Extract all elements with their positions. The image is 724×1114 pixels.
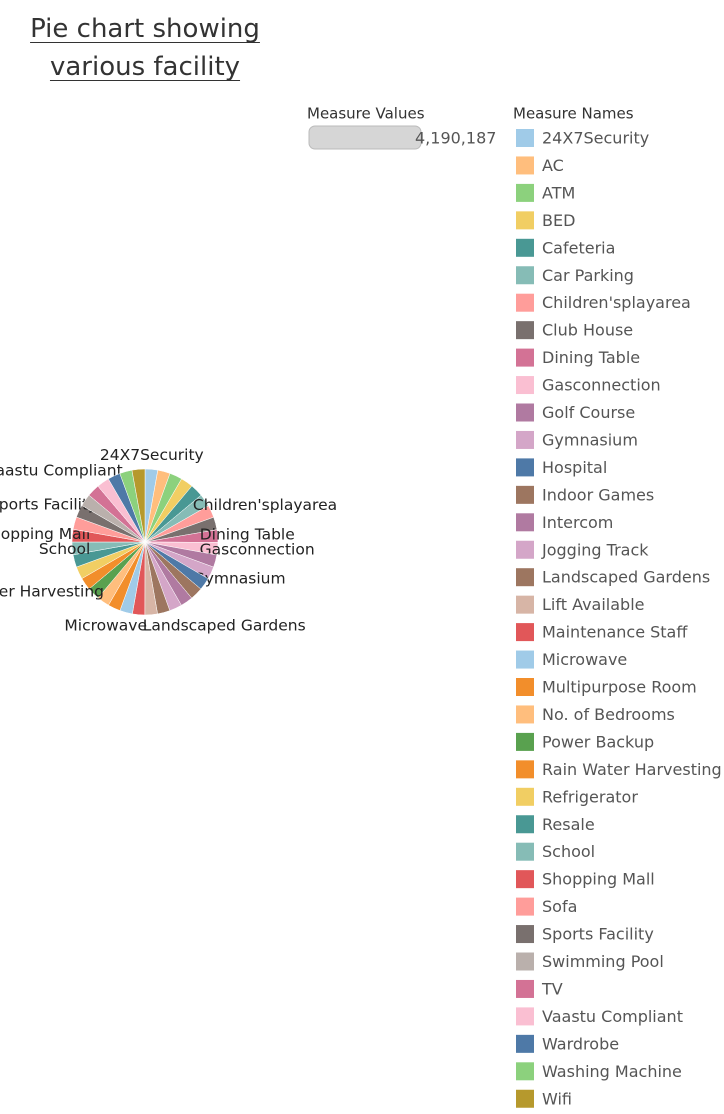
legend-label: Wifi xyxy=(542,1089,572,1108)
legend-swatch xyxy=(516,678,534,696)
legend-label: Swimming Pool xyxy=(542,952,664,971)
legend-swatch xyxy=(516,760,534,779)
legend-swatch xyxy=(516,842,534,861)
slice-label: Dining Table xyxy=(200,525,295,543)
legend-label: AC xyxy=(542,156,564,175)
legend-label: 24X7Security xyxy=(542,129,649,148)
legend-title: Measure Names xyxy=(513,105,634,123)
slice-label: Vaastu Compliant xyxy=(0,461,123,479)
legend-label: Resale xyxy=(542,815,595,834)
legend-label: Car Parking xyxy=(542,266,634,285)
legend-swatch xyxy=(516,129,534,147)
legend-swatch xyxy=(516,787,534,806)
legend-swatch xyxy=(516,815,534,834)
legend-label: Microwave xyxy=(542,650,627,669)
legend-swatch xyxy=(516,925,534,944)
slice-label: Rain Water Harvesting xyxy=(0,582,104,600)
legend-label: School xyxy=(542,842,595,861)
legend-swatch xyxy=(516,595,534,614)
slice-label: Sports Facility xyxy=(0,496,97,514)
legend-swatch xyxy=(516,348,534,367)
legend-swatch xyxy=(516,650,534,669)
legend-label: Washing Machine xyxy=(542,1062,682,1081)
legend-label: No. of Bedrooms xyxy=(542,705,675,724)
legend-label: Indoor Games xyxy=(542,485,654,504)
legend-swatch xyxy=(516,979,534,998)
legend-label: TV xyxy=(541,979,563,998)
slice-label: Shopping Mall xyxy=(0,525,90,543)
legend-swatch xyxy=(516,952,534,971)
legend-swatch xyxy=(516,430,534,449)
slice-label: Microwave xyxy=(64,617,147,635)
legend-label: Golf Course xyxy=(542,403,635,422)
size-legend-bar xyxy=(308,125,422,150)
legend-label: Children'splayarea xyxy=(542,293,691,312)
slice-label: Gymnasium xyxy=(193,569,286,587)
legend-swatch xyxy=(516,266,534,285)
slice-label: Landscaped Gardens xyxy=(143,617,306,635)
legend-label: Jogging Track xyxy=(541,540,649,559)
size-legend-title: Measure Values xyxy=(307,105,425,123)
legend-swatch xyxy=(516,1062,534,1081)
pie-slice xyxy=(131,468,146,543)
size-legend-label: 4,190,187 xyxy=(415,129,496,148)
legend-swatch xyxy=(516,1034,534,1053)
legend-swatch xyxy=(516,211,534,230)
legend-label: Sports Facility xyxy=(542,925,654,944)
legend-label: Maintenance Staff xyxy=(542,623,688,642)
legend-swatch xyxy=(516,183,534,202)
legend-swatch xyxy=(516,156,534,175)
legend-label: Wardrobe xyxy=(542,1034,619,1053)
legend-swatch xyxy=(516,705,534,724)
legend-swatch xyxy=(516,458,534,477)
legend-label: Refrigerator xyxy=(542,787,638,806)
slice-label: 24X7Security xyxy=(100,446,204,464)
legend-label: Intercom xyxy=(542,513,613,532)
slice-label: Gasconnection xyxy=(200,541,315,559)
legend-swatch xyxy=(516,897,534,916)
slice-label: Children'splayarea xyxy=(193,496,337,514)
slice-label: School xyxy=(39,540,90,558)
legend-swatch xyxy=(516,238,534,257)
legend-label: Lift Available xyxy=(542,595,645,614)
legend-label: Gymnasium xyxy=(542,430,638,449)
legend-label: Landscaped Gardens xyxy=(542,568,710,587)
legend-swatch xyxy=(516,485,534,504)
legend-swatch xyxy=(516,732,534,751)
legend-swatch xyxy=(516,293,534,312)
legend-label: ATM xyxy=(542,183,575,202)
legend-swatch xyxy=(516,870,534,889)
legend-label: Club House xyxy=(542,321,633,340)
legend-label: Hospital xyxy=(542,458,607,477)
legend-swatch xyxy=(516,376,534,395)
legend-label: Cafeteria xyxy=(542,238,615,257)
legend-label: Sofa xyxy=(542,897,577,916)
legend-label: Power Backup xyxy=(542,732,654,751)
legend-swatch xyxy=(516,568,534,587)
legend-swatch xyxy=(516,513,534,532)
legend-swatch xyxy=(516,403,534,422)
legend-label: Gasconnection xyxy=(542,376,661,395)
legend-label: Rain Water Harvesting xyxy=(542,760,722,779)
legend-swatch xyxy=(516,321,534,340)
legend-label: Vaastu Compliant xyxy=(542,1007,683,1026)
legend-swatch xyxy=(516,540,534,559)
legend-label: Dining Table xyxy=(542,348,640,367)
legend-swatch xyxy=(516,1089,534,1108)
legend-label: Multipurpose Room xyxy=(542,678,697,697)
legend-label: Shopping Mall xyxy=(542,870,655,889)
legend-label: BED xyxy=(542,211,575,230)
chart-title: Pie chart showing various facility xyxy=(30,14,260,82)
legend-swatch xyxy=(516,1007,534,1026)
legend-swatch xyxy=(516,623,534,642)
